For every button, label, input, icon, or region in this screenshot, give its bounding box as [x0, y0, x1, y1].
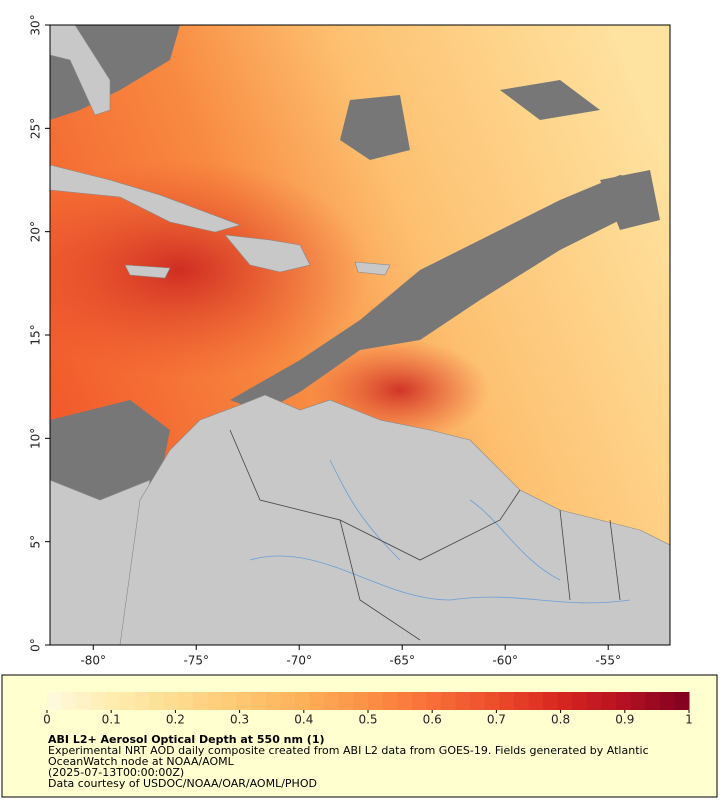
y-tick-label: 25°	[29, 118, 43, 139]
colorbar-tick-label: 0.3	[230, 713, 249, 727]
colorbar-step	[295, 692, 311, 710]
colorbar-step	[397, 692, 413, 710]
x-tick-label: -80°	[80, 654, 106, 668]
colorbar-step	[616, 692, 632, 710]
land	[50, 25, 670, 645]
rivers	[249, 459, 631, 604]
colorbar-tick-label: 0.5	[358, 713, 377, 727]
colorbar-step	[90, 692, 106, 710]
y-tick-label: 30°	[29, 14, 43, 35]
y-tick-label: 5°	[29, 535, 43, 549]
colorbar-step	[280, 692, 296, 710]
colorbar-step	[440, 692, 457, 710]
colorbar-step	[134, 692, 150, 710]
footer-title: ABI L2+ Aerosol Optical Depth at 550 nm …	[48, 733, 325, 746]
x-tick-label: -70°	[286, 654, 312, 668]
colorbar-step	[455, 692, 471, 710]
x-tick-label: -65°	[389, 654, 415, 668]
dust-plume	[50, 160, 370, 380]
colorbar-step	[659, 692, 675, 710]
colorbar-step	[309, 692, 325, 710]
colorbar-step	[105, 692, 121, 710]
colorbar-tick-label: 0.1	[102, 713, 121, 727]
borders	[229, 429, 621, 641]
colorbar-tick-label: 0.7	[487, 713, 506, 727]
colorbar-step	[61, 692, 77, 710]
colorbar-step	[586, 692, 602, 710]
colorbar-step	[528, 692, 544, 710]
colorbar-tick-label: 0.6	[423, 713, 442, 727]
x-tick-label: -75°	[183, 654, 209, 668]
colorbar-step	[382, 692, 398, 710]
colorbar-step	[324, 692, 340, 710]
colorbar-step	[251, 692, 267, 710]
colorbar-step	[47, 692, 63, 710]
colorbar-step	[265, 692, 281, 710]
colorbar-step	[645, 692, 661, 710]
colorbar-step	[513, 692, 529, 710]
colorbar-step	[353, 692, 369, 710]
colorbar-step	[163, 692, 179, 710]
colorbar-tick-label: 0.9	[615, 713, 634, 727]
colorbar-step	[222, 692, 238, 710]
colorbar-step	[572, 692, 588, 710]
colorbar-step	[368, 692, 384, 710]
colorbar-step	[76, 692, 92, 710]
colorbar-step	[470, 692, 486, 710]
colorbar-step	[557, 692, 573, 710]
map-area	[50, 25, 670, 645]
y-tick-label: 15°	[29, 324, 43, 345]
colorbar-step	[338, 692, 354, 710]
y-tick-label: 0°	[29, 638, 43, 652]
x-tick-label: -55°	[595, 654, 621, 668]
colorbar-step	[484, 692, 500, 710]
colorbar-step	[543, 692, 559, 710]
colorbar-step	[178, 692, 194, 710]
x-tick-label: -60°	[492, 654, 518, 668]
colorbar-step	[192, 692, 208, 710]
colorbar-tick-label: 0.8	[551, 713, 570, 727]
colorbar-step	[149, 692, 165, 710]
footer-description: Experimental NRT AOD daily composite cre…	[48, 744, 649, 768]
colorbar-step	[601, 692, 617, 710]
colorbar-step	[411, 692, 427, 710]
colorbar-step	[236, 692, 252, 710]
colorbar-tick-label: 1	[685, 713, 693, 727]
footer-credit: Data courtesy of USDOC/NOAA/OAR/AOML/PHO…	[48, 777, 317, 790]
colorbar-step	[674, 692, 690, 710]
colorbar-step	[119, 692, 136, 710]
y-tick-label: 20°	[29, 221, 43, 242]
colorbar-step	[630, 692, 646, 710]
colorbar-step	[499, 692, 515, 710]
colorbar-tick-label: 0.4	[294, 713, 313, 727]
colorbar-tick-label: 0.2	[166, 713, 185, 727]
colorbar-tick-label: 0	[43, 713, 51, 727]
footer-date: (2025-07-13T00:00:00Z)	[48, 766, 185, 779]
colorbar-step	[207, 692, 223, 710]
y-tick-label: 10°	[29, 428, 43, 449]
colorbar-step	[426, 692, 442, 710]
